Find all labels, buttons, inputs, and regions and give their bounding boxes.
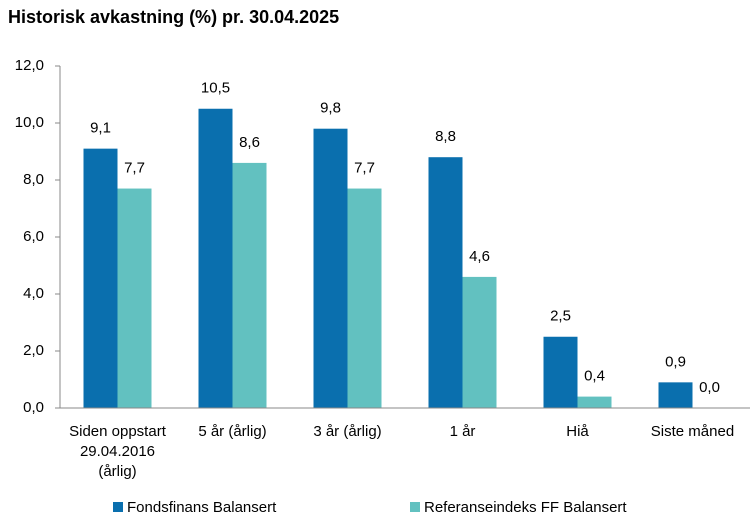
data-label: 2,5 — [550, 308, 571, 325]
legend-label: Referanseindeks FF Balansert — [424, 499, 627, 516]
y-tick-label: 8,0 — [23, 171, 44, 188]
data-label: 10,5 — [201, 80, 230, 97]
x-tick-label: 5 år (årlig) — [198, 423, 267, 440]
y-tick-label: 12,0 — [15, 57, 44, 74]
y-tick-label: 0,0 — [23, 399, 44, 416]
bar — [462, 276, 497, 408]
bar — [313, 128, 348, 408]
data-label: 4,6 — [469, 248, 490, 265]
bar — [232, 162, 267, 408]
x-tick-label: Siden oppstart 29.04.2016 (årlig) — [69, 423, 166, 480]
bar — [347, 188, 382, 408]
bar — [658, 382, 693, 408]
data-label: 8,6 — [239, 134, 260, 151]
legend-swatch — [113, 502, 123, 512]
bar — [428, 157, 463, 408]
bar — [543, 336, 578, 408]
y-tick-label: 10,0 — [15, 114, 44, 131]
bar — [83, 148, 118, 408]
data-label: 7,7 — [124, 160, 145, 177]
x-tick-label: 3 år (årlig) — [313, 423, 382, 440]
data-label: 9,1 — [90, 120, 111, 137]
legend-label: Fondsfinans Balansert — [127, 499, 277, 516]
x-tick-label: Siste måned — [650, 423, 735, 440]
data-label: 7,7 — [354, 160, 375, 177]
bar — [198, 108, 233, 408]
y-tick-label: 6,0 — [23, 228, 44, 245]
data-label: 0,4 — [584, 368, 605, 385]
data-label: 0,0 — [699, 379, 720, 396]
data-label: 8,8 — [435, 128, 456, 145]
y-tick-label: 4,0 — [23, 285, 44, 302]
y-tick-label: 2,0 — [23, 342, 44, 359]
data-label: 0,9 — [665, 353, 686, 370]
bar — [577, 396, 612, 408]
x-tick-label: Hiå — [566, 423, 589, 440]
data-label: 9,8 — [320, 100, 341, 117]
legend-swatch — [410, 502, 420, 512]
bar — [117, 188, 152, 408]
chart-title: Historisk avkastning (%) pr. 30.04.2025 — [8, 7, 339, 27]
x-tick-label: 1 år — [449, 423, 476, 440]
